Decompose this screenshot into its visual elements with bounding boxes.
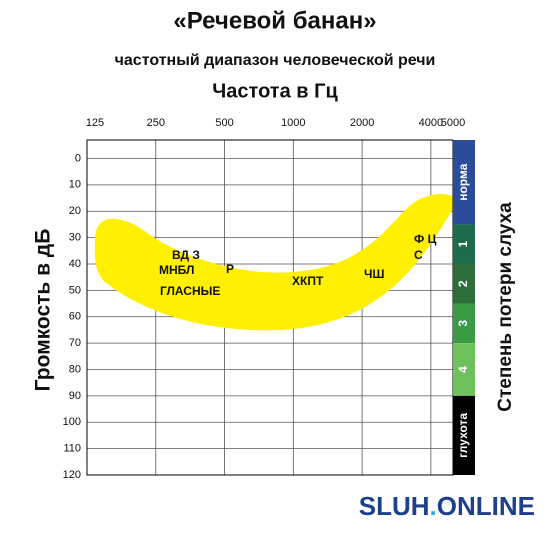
y-tick-label: 50 bbox=[69, 284, 81, 296]
hearing-level-label: 2 bbox=[456, 280, 470, 287]
brand-part: . bbox=[430, 491, 437, 521]
phoneme-label: Р bbox=[226, 262, 234, 276]
y-tick-label: 40 bbox=[69, 258, 81, 270]
chart-title: «Речевой банан» bbox=[173, 7, 376, 34]
x-tick-label: 2000 bbox=[350, 117, 374, 129]
x-tick-label: 250 bbox=[147, 117, 165, 129]
hearing-level-band bbox=[453, 303, 475, 344]
x-tick-label: 5000 bbox=[441, 117, 465, 129]
speech-banana bbox=[94, 193, 456, 331]
hearing-level-band bbox=[453, 395, 475, 475]
y-tick-label: 60 bbox=[69, 311, 81, 323]
y-tick-label: 0 bbox=[75, 152, 81, 164]
x-tick-label: 500 bbox=[215, 117, 233, 129]
hearing-level-label: глухота bbox=[456, 413, 470, 458]
hearing-level-label: 1 bbox=[456, 241, 470, 248]
y-axis-title: Громкость в дБ bbox=[32, 229, 55, 392]
brand-part: SLUH bbox=[359, 491, 430, 521]
y-tick-label: 120 bbox=[63, 469, 81, 481]
hearing-level-label: 4 bbox=[456, 366, 470, 373]
hearing-level-label: норма bbox=[456, 163, 470, 200]
phoneme-label: ХКПТ bbox=[292, 274, 324, 288]
x-tick-label: 1000 bbox=[281, 117, 305, 129]
phoneme-label: ЧШ bbox=[364, 267, 385, 281]
y-tick-label: 10 bbox=[69, 179, 81, 191]
chart-subtitle: частотный диапазон человеческой речи bbox=[115, 52, 436, 69]
x-axis-title: Частота в Гц bbox=[212, 80, 338, 102]
y-tick-label: 30 bbox=[69, 232, 81, 244]
brand-part: ONLINE bbox=[437, 491, 535, 521]
hearing-level-label: 3 bbox=[456, 320, 470, 327]
y-tick-label: 70 bbox=[69, 337, 81, 349]
y-tick-label: 100 bbox=[63, 416, 81, 428]
hearing-level-band bbox=[453, 140, 475, 225]
x-tick-label: 4000 bbox=[419, 117, 443, 129]
brand: SLUH.ONLINE bbox=[359, 491, 535, 521]
phoneme-label: С bbox=[414, 248, 423, 262]
hearing-level-band bbox=[453, 224, 475, 264]
phoneme-label: ВД З bbox=[172, 248, 200, 262]
phoneme-label: Ф Ц bbox=[414, 232, 437, 246]
y-tick-label: 90 bbox=[69, 390, 81, 402]
phoneme-label: МНБЛ bbox=[159, 263, 194, 277]
y-tick-label: 20 bbox=[69, 205, 81, 217]
y-tick-label: 110 bbox=[63, 443, 81, 455]
y2-axis-title: Степень потери слуха bbox=[495, 202, 516, 412]
hearing-levels: норма 1 2 3 4 глухота bbox=[453, 140, 475, 475]
hearing-level-band bbox=[453, 263, 475, 304]
y-tick-label: 80 bbox=[69, 363, 81, 375]
hearing-level-band bbox=[453, 343, 475, 396]
x-tick-label: 125 bbox=[86, 117, 104, 129]
phoneme-label: ГЛАСНЫЕ bbox=[160, 284, 220, 298]
